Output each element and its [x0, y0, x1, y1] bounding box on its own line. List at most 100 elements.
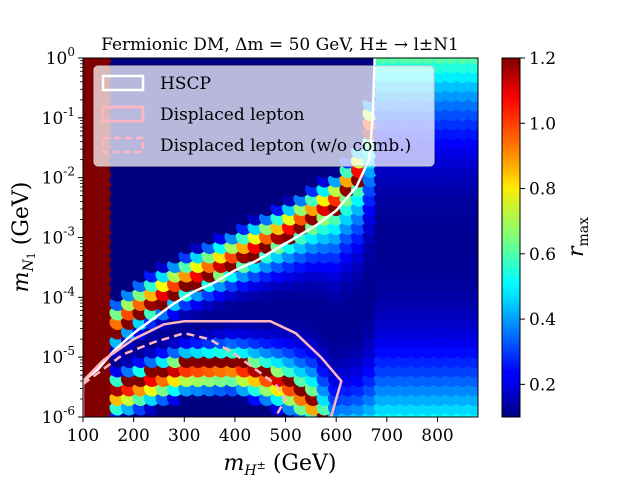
contour-layer [83, 58, 376, 417]
heatmap-point [477, 205, 478, 211]
heatmap-point [477, 195, 478, 202]
heatmap-point [374, 58, 390, 64]
y-axis: 100 10-1 10-2 10-3 10-4 10-5 10-6 [42, 45, 83, 428]
heatmap-point [420, 58, 436, 64]
heatmap-point [98, 58, 114, 64]
legend-label-displaced: Displaced lepton [160, 105, 305, 125]
legend-box [93, 65, 435, 167]
x-tick-label: 100 [67, 426, 99, 446]
heatmap-point [477, 252, 478, 259]
heatmap-point [167, 58, 183, 64]
heatmap-point [477, 110, 478, 116]
heatmap-point [443, 58, 459, 64]
heatmap-point [144, 58, 160, 64]
heatmap-point [477, 72, 478, 78]
heatmap-point [477, 214, 478, 221]
heatmap-point [431, 58, 448, 64]
heatmap-point [454, 58, 471, 64]
y-tick-label: 10-2 [42, 165, 75, 189]
heatmap-point [477, 224, 478, 230]
legend-label-displaced-nocomb: Displaced lepton (w/o comb.) [160, 136, 411, 156]
heatmap-point [224, 58, 241, 64]
heatmap-point [121, 58, 137, 64]
legend: HSCP Displaced lepton Displaced lepton (… [93, 65, 435, 167]
heatmap-point [477, 58, 478, 59]
heatmap-point [259, 58, 275, 64]
chart-title-text: Fermionic DM, Δm = 50 GeV, H± → l±N1 [101, 35, 459, 55]
heatmap-point [477, 357, 478, 363]
x-tick-label: 300 [168, 426, 200, 446]
x-axis-title: mH± (GeV) [224, 451, 337, 479]
legend-swatch-displaced-nocomb [101, 136, 145, 154]
heatmap-point [477, 414, 478, 417]
heatmap-point [247, 58, 264, 64]
heatmap-point [477, 328, 478, 335]
heatmap-point [477, 176, 478, 183]
heatmap-point [477, 119, 478, 126]
colorbar-tick-label: 0.8 [529, 180, 556, 200]
heatmap-point [477, 91, 478, 97]
heatmap-point [477, 404, 478, 411]
heatmap-point [477, 148, 478, 154]
heatmap-point [477, 138, 478, 145]
legend-swatch-hscp [101, 74, 145, 92]
heatmap-point [477, 376, 478, 382]
heatmap-point [477, 129, 478, 135]
colorbar-gradient [501, 57, 521, 418]
x-tick-label: 800 [421, 426, 453, 446]
heatmap-point [408, 58, 425, 64]
y-axis-title: mN1 (GeV) [9, 182, 38, 293]
colorbar: 1.2 1.0 0.8 0.6 0.4 0.2 rmax [501, 49, 592, 418]
y-tick-label: 10-3 [42, 225, 75, 249]
heatmap-point [477, 319, 478, 325]
y-tick-label: 100 [46, 45, 75, 69]
heatmap-point [477, 366, 478, 373]
colorbar-tick-label: 0.4 [529, 310, 556, 330]
heatmap-point [293, 58, 310, 64]
heatmap-point [132, 58, 149, 64]
heatmap-point [477, 262, 478, 268]
heatmap-point [178, 58, 195, 64]
colorbar-title: rmax [564, 217, 592, 257]
contour-line-3 [83, 331, 288, 417]
contour-line-1 [83, 58, 376, 383]
heatmap-point [236, 58, 252, 64]
heatmap-point [109, 58, 126, 64]
x-tick-label: 700 [371, 426, 403, 446]
heatmap-point [477, 100, 478, 107]
y-tick-label: 10-1 [42, 105, 75, 129]
colorbar-tick-label: 1.2 [529, 49, 556, 69]
y-tick-label: 10-6 [42, 404, 75, 428]
heatmap-point [466, 58, 478, 64]
heatmap-point [477, 347, 478, 354]
heatmap-point [477, 62, 478, 69]
heatmap-point [397, 58, 413, 64]
heatmap-point [190, 58, 206, 64]
legend-swatch-displaced [101, 105, 145, 123]
heatmap-point [477, 81, 478, 88]
heatmap-point [385, 58, 402, 64]
chart-title: Fermionic DM, Δm = 50 GeV, H± → l±N1 [101, 35, 459, 55]
heatmap-point [316, 58, 333, 64]
heatmap-point [155, 58, 172, 64]
heatmap-point [339, 58, 356, 64]
heatmap-point [477, 290, 478, 297]
heatmap-point [328, 58, 344, 64]
x-axis: 100 200 300 400 500 600 700 800 [67, 417, 454, 446]
heatmap-point [477, 385, 478, 392]
y-tick-label: 10-5 [42, 344, 75, 368]
heatmap-point [282, 58, 298, 64]
colorbar-ticks: 1.2 1.0 0.8 0.6 0.4 0.2 [520, 49, 556, 395]
heatmap-point [351, 58, 367, 64]
heatmap-point [477, 157, 478, 164]
x-tick-label: 600 [320, 426, 352, 446]
heatmap-point [477, 167, 478, 173]
legend-label-hscp: HSCP [160, 74, 211, 94]
colorbar-tick-label: 0.2 [529, 375, 556, 395]
x-tick-label: 400 [219, 426, 251, 446]
contour-line-2 [83, 320, 343, 417]
heatmap-point [477, 281, 478, 287]
x-tick-label: 500 [269, 426, 301, 446]
colorbar-tick-label: 1.0 [529, 114, 556, 134]
